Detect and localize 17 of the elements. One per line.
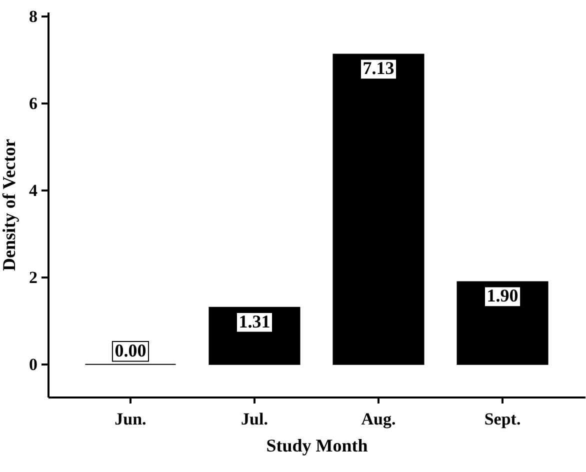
y-tick-label: 6 [29, 94, 38, 113]
x-tick-label: Jul. [241, 410, 268, 428]
x-tick-label: Aug. [361, 410, 396, 428]
bar [332, 54, 424, 365]
y-axis-title: Density of Vector [0, 139, 19, 271]
y-tick-label: 0 [29, 354, 38, 374]
data-label: 1.31 [238, 311, 270, 332]
x-axis-title: Study Month [266, 436, 368, 456]
data-label: 1.90 [486, 286, 518, 306]
y-tick-label: 4 [29, 180, 38, 200]
x-tick-label: Sept. [484, 410, 521, 428]
y-tick-label: 2 [29, 268, 38, 287]
y-tick-label: 8 [29, 6, 38, 26]
bar [456, 281, 548, 365]
x-tick-label: Jun. [114, 410, 146, 428]
data-label: 7.13 [362, 58, 394, 78]
data-label: 0.00 [114, 340, 146, 360]
